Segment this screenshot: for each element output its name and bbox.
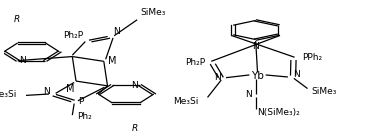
Text: N: N — [245, 90, 252, 99]
Text: N(SiMe₃)₂: N(SiMe₃)₂ — [257, 108, 300, 117]
Text: Ph₂P: Ph₂P — [186, 58, 206, 67]
Text: SiMe₃: SiMe₃ — [311, 87, 337, 96]
Text: Me₃Si: Me₃Si — [0, 90, 17, 99]
Text: P: P — [79, 97, 84, 106]
Text: R: R — [132, 124, 138, 133]
Text: PPh₂: PPh₂ — [302, 53, 322, 62]
Text: N: N — [293, 70, 299, 80]
Text: N: N — [20, 56, 26, 65]
Text: N: N — [214, 73, 220, 82]
Text: Yb: Yb — [251, 71, 264, 81]
Text: R: R — [14, 15, 20, 24]
Text: N: N — [131, 81, 138, 90]
Text: Me₃Si: Me₃Si — [173, 97, 198, 106]
Text: N: N — [252, 42, 259, 51]
Text: M: M — [108, 56, 117, 66]
Text: Ph₂P: Ph₂P — [63, 31, 84, 40]
Text: N: N — [43, 87, 50, 96]
Text: N: N — [113, 27, 120, 36]
Text: M: M — [66, 85, 74, 95]
Text: Ph₂: Ph₂ — [77, 112, 91, 121]
Text: SiMe₃: SiMe₃ — [141, 8, 166, 17]
